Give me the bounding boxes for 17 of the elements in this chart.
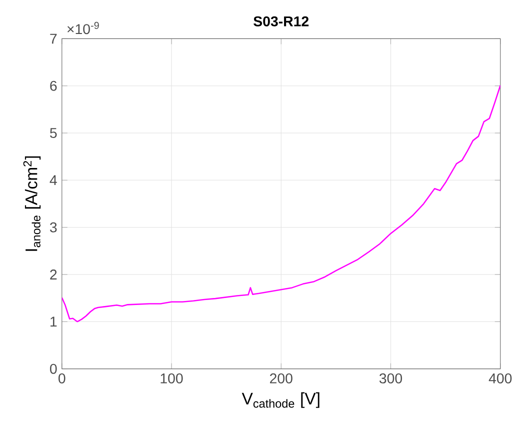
x-tick-label: 300 — [379, 373, 402, 384]
y-tick-label: 2 — [50, 270, 57, 280]
x-tick-label: 400 — [488, 373, 512, 384]
y-tick-label: 3 — [50, 222, 57, 232]
chart-title: S03-R12 — [254, 16, 309, 26]
y-tick-label: 7 — [50, 34, 57, 44]
x-axis-title: V$_{cathode}$ [V] — [242, 392, 320, 408]
y-tick-label: 4 — [50, 175, 57, 186]
text: ×10$^{-9}$ — [67, 22, 99, 34]
x-tick-label: 100 — [160, 373, 183, 384]
y-tick-label: 1 — [50, 316, 57, 327]
y-tick-label: 5 — [50, 128, 57, 138]
y-tick-label: 0 — [50, 364, 57, 374]
x-tick-label: 0 — [58, 373, 66, 384]
y-axis-title: I$_{anode}$ [A/cm$^{2}$] — [23, 156, 41, 251]
y-tick-label: 6 — [50, 80, 57, 91]
x-tick-label: 200 — [270, 373, 292, 384]
